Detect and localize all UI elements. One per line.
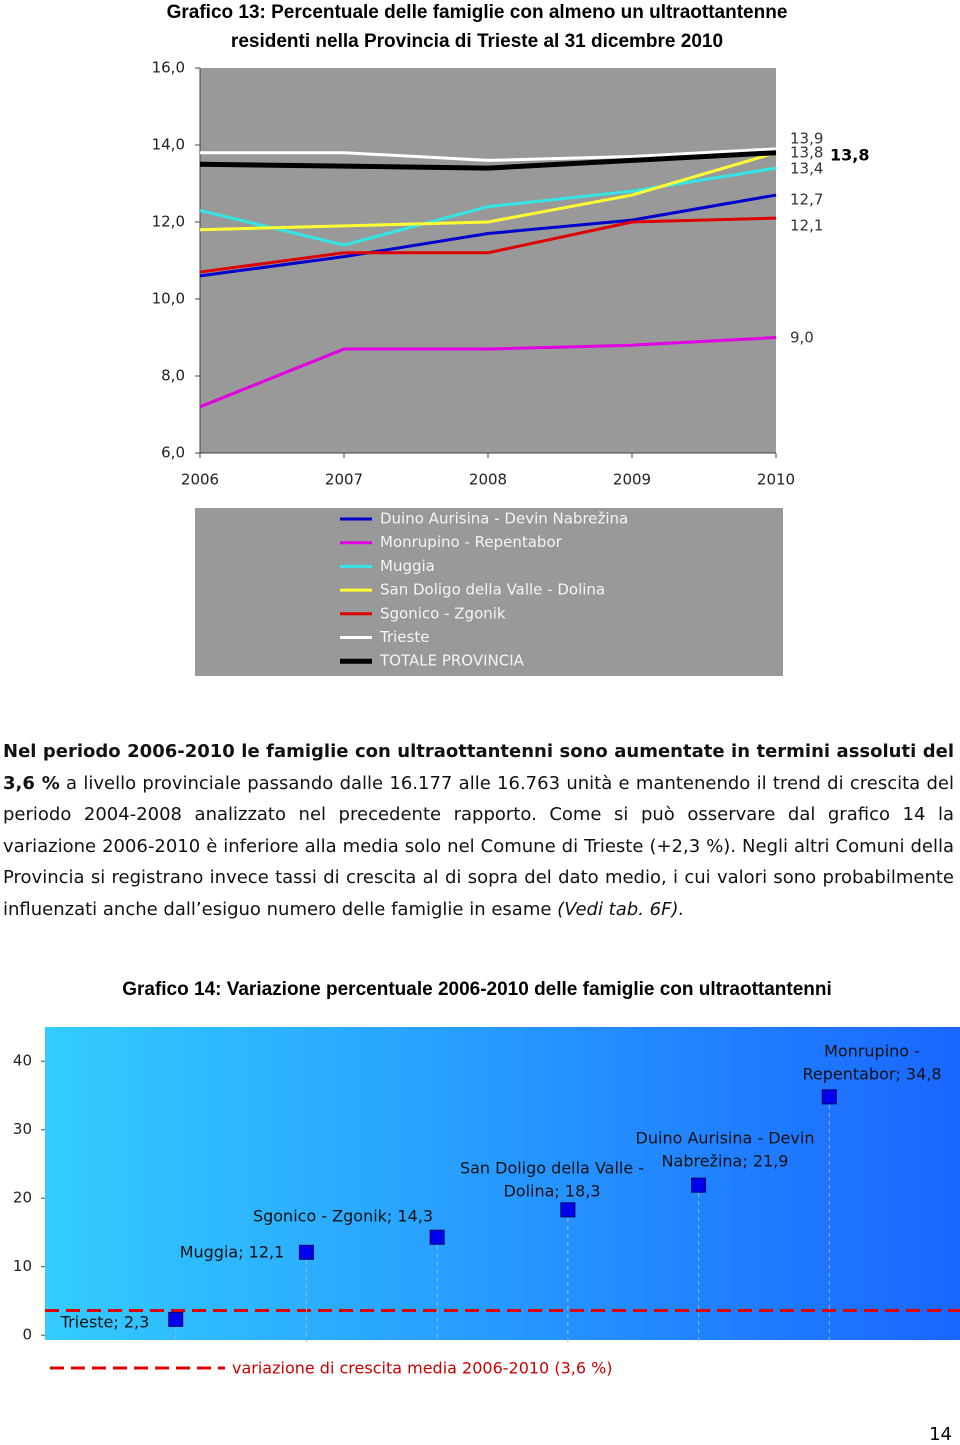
text-run: (Vedi tab. 6F). bbox=[557, 898, 685, 920]
y-tick-label: 10,0 bbox=[152, 290, 185, 308]
legend-label: Muggia bbox=[380, 557, 435, 575]
series-line bbox=[199, 151, 777, 232]
text-run: Nel periodo 2006-2010 le famiglie con ul… bbox=[3, 741, 954, 794]
legend-label: TOTALE PROVINCIA bbox=[379, 652, 525, 670]
y-tick-label: 12,0 bbox=[152, 213, 185, 231]
chart-title: Grafico 14: Variazione percentuale 2006-… bbox=[122, 979, 832, 1000]
point bbox=[691, 1177, 707, 1193]
text-run: a livello provinciale passando dalle 16.… bbox=[3, 772, 954, 920]
plot-area bbox=[45, 1027, 960, 1340]
data-label: Repentabor; 34,8 bbox=[802, 1065, 941, 1084]
series-line bbox=[199, 150, 777, 171]
data-label: Dolina; 18,3 bbox=[503, 1182, 600, 1201]
y-tick-label: 16,0 bbox=[152, 59, 185, 77]
y-tick-label: 0 bbox=[22, 1326, 32, 1344]
legend-label: Sgonico - Zgonik bbox=[380, 604, 506, 622]
point bbox=[560, 1202, 576, 1218]
data-label: 13,8 bbox=[790, 144, 823, 162]
x-tick-label: 2008 bbox=[469, 471, 507, 489]
y-tick-label: 40 bbox=[13, 1052, 32, 1070]
legend-label: San Doligo della Valle - Dolina bbox=[380, 581, 605, 599]
x-tick-label: 2006 bbox=[181, 471, 219, 489]
legend-label: Duino Aurisina - Devin Nabrežina bbox=[380, 510, 628, 528]
y-tick-label: 6,0 bbox=[161, 444, 185, 462]
data-label: 12,1 bbox=[790, 217, 823, 235]
paragraph: Nel periodo 2006-2010 le famiglie con ul… bbox=[3, 736, 954, 925]
y-tick-label: 20 bbox=[13, 1189, 32, 1207]
point bbox=[429, 1229, 445, 1245]
chart-title: Grafico 13: Percentuale delle famiglie c… bbox=[167, 2, 788, 23]
reference-legend-label: variazione di crescita media 2006-2010 (… bbox=[232, 1359, 613, 1378]
data-label: Trieste; 2,3 bbox=[60, 1313, 150, 1332]
y-tick-label: 14,0 bbox=[152, 136, 185, 154]
data-label: 13,9 bbox=[790, 130, 823, 148]
data-label: Duino Aurisina - Devin bbox=[636, 1129, 815, 1148]
y-tick-label: 8,0 bbox=[161, 367, 185, 385]
series-line bbox=[199, 216, 777, 274]
x-tick-label: 2010 bbox=[757, 471, 795, 489]
page-number: 14 bbox=[929, 1424, 952, 1445]
chart-title: residenti nella Provincia di Trieste al … bbox=[231, 31, 723, 52]
x-tick-label: 2007 bbox=[325, 471, 363, 489]
legend-label: Trieste bbox=[379, 628, 429, 646]
series-line bbox=[200, 147, 777, 162]
data-label: 12,7 bbox=[790, 191, 823, 209]
point bbox=[298, 1244, 314, 1260]
data-label: Nabrežina; 21,9 bbox=[662, 1152, 789, 1171]
data-label: Monrupino - bbox=[824, 1042, 920, 1061]
series-line bbox=[199, 336, 777, 409]
data-label: 9,0 bbox=[790, 329, 814, 347]
data-label: 13,4 bbox=[790, 160, 823, 178]
series-line bbox=[199, 193, 777, 278]
data-label: 13,8 bbox=[830, 146, 869, 165]
data-label: Sgonico - Zgonik; 14,3 bbox=[253, 1207, 433, 1226]
legend-box bbox=[195, 508, 783, 676]
data-label: San Doligo della Valle - bbox=[460, 1159, 644, 1178]
y-tick-label: 30 bbox=[13, 1120, 32, 1138]
point bbox=[168, 1311, 184, 1327]
point bbox=[821, 1089, 837, 1105]
x-tick-label: 2009 bbox=[613, 471, 651, 489]
data-label: Muggia; 12,1 bbox=[180, 1243, 285, 1262]
y-tick-label: 10 bbox=[13, 1257, 32, 1275]
series-line bbox=[199, 166, 777, 247]
legend-label: Monrupino - Repentabor bbox=[380, 533, 563, 551]
